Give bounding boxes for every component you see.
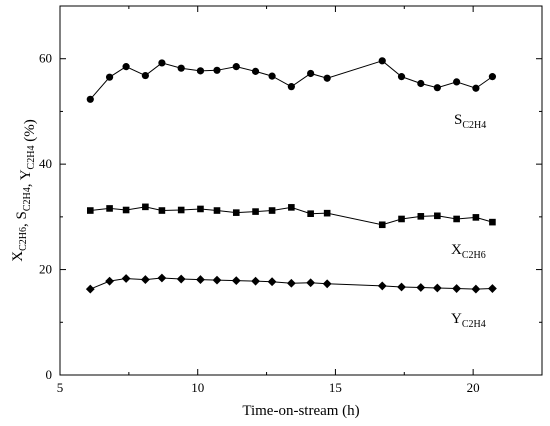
x-axis-title: Time-on-stream (h) (242, 403, 359, 419)
data-point (287, 83, 295, 91)
data-point (268, 72, 276, 80)
plot-border (59, 5, 543, 376)
data-point (157, 273, 167, 283)
data-point (267, 277, 277, 287)
data-point (452, 284, 462, 293)
y-axis: 0 20 40 60 (39, 5, 542, 382)
data-point (196, 275, 205, 284)
data-point (489, 218, 496, 226)
data-point (472, 214, 480, 221)
x-axis: 5 10 15 20 (57, 6, 543, 395)
data-point (196, 67, 205, 75)
data-point (488, 73, 497, 81)
data-point (322, 279, 332, 289)
data-point (288, 204, 295, 211)
data-point (378, 57, 386, 65)
series-label-s: SC2H4 (454, 112, 486, 131)
data-point (268, 207, 276, 214)
data-point (286, 278, 296, 288)
data-point (432, 283, 442, 293)
data-point (177, 64, 185, 72)
data-point (232, 209, 240, 216)
data-point (140, 275, 150, 284)
x-tick-label: 20 (467, 380, 480, 395)
series-line-s (89, 60, 493, 100)
data-point (471, 284, 481, 294)
data-point (105, 73, 114, 81)
data-point (434, 212, 441, 220)
data-point (453, 78, 461, 86)
data-point (307, 210, 314, 217)
data-point (377, 281, 387, 291)
data-point (323, 209, 331, 217)
y-tick-label: 60 (39, 51, 52, 66)
data-point (232, 63, 240, 71)
data-point (378, 221, 386, 229)
y-tick-label: 20 (39, 262, 52, 277)
data-point (158, 207, 166, 214)
data-point (417, 79, 425, 88)
data-point (453, 215, 460, 223)
data-point (433, 84, 441, 92)
plot-frame (59, 5, 543, 376)
x-tick-label: 10 (191, 380, 204, 395)
data-point (213, 66, 221, 74)
data-point (158, 59, 166, 67)
data-point (86, 207, 94, 214)
data-point (122, 206, 130, 214)
series-labels: SC2H4 XC2H6 YC2H4 (451, 112, 486, 330)
data-point (231, 276, 241, 286)
data-point (142, 203, 149, 211)
data-point (488, 284, 497, 293)
data-point (472, 84, 480, 92)
data-point (306, 278, 316, 288)
x-tick-label: 5 (57, 380, 64, 395)
series-layer (85, 57, 497, 294)
data-point (105, 276, 114, 286)
data-point (251, 276, 260, 286)
data-point (397, 73, 406, 81)
y-tick-label: 40 (39, 156, 52, 171)
data-point (106, 205, 113, 212)
data-point (141, 71, 149, 80)
data-point (417, 213, 425, 220)
data-point (122, 63, 130, 71)
data-point (251, 67, 260, 75)
data-point (213, 207, 221, 214)
series-label-y: YC2H4 (451, 311, 486, 330)
data-point (177, 206, 185, 214)
data-point (212, 275, 222, 285)
data-point (323, 74, 331, 82)
data-point (307, 69, 315, 78)
y-axis-title: XC2H6, SC2H4, YC2H4 (%) (10, 119, 38, 261)
data-point (398, 215, 405, 223)
data-point (121, 274, 131, 283)
data-point (397, 282, 406, 292)
y-tick-label: 0 (46, 367, 53, 382)
data-point (416, 283, 426, 292)
data-point (252, 208, 259, 215)
data-point (86, 95, 94, 103)
series-label-x: XC2H6 (451, 242, 486, 261)
data-point (197, 205, 204, 213)
x-tick-label: 15 (329, 380, 342, 395)
data-point (176, 274, 186, 284)
data-point (85, 284, 95, 294)
